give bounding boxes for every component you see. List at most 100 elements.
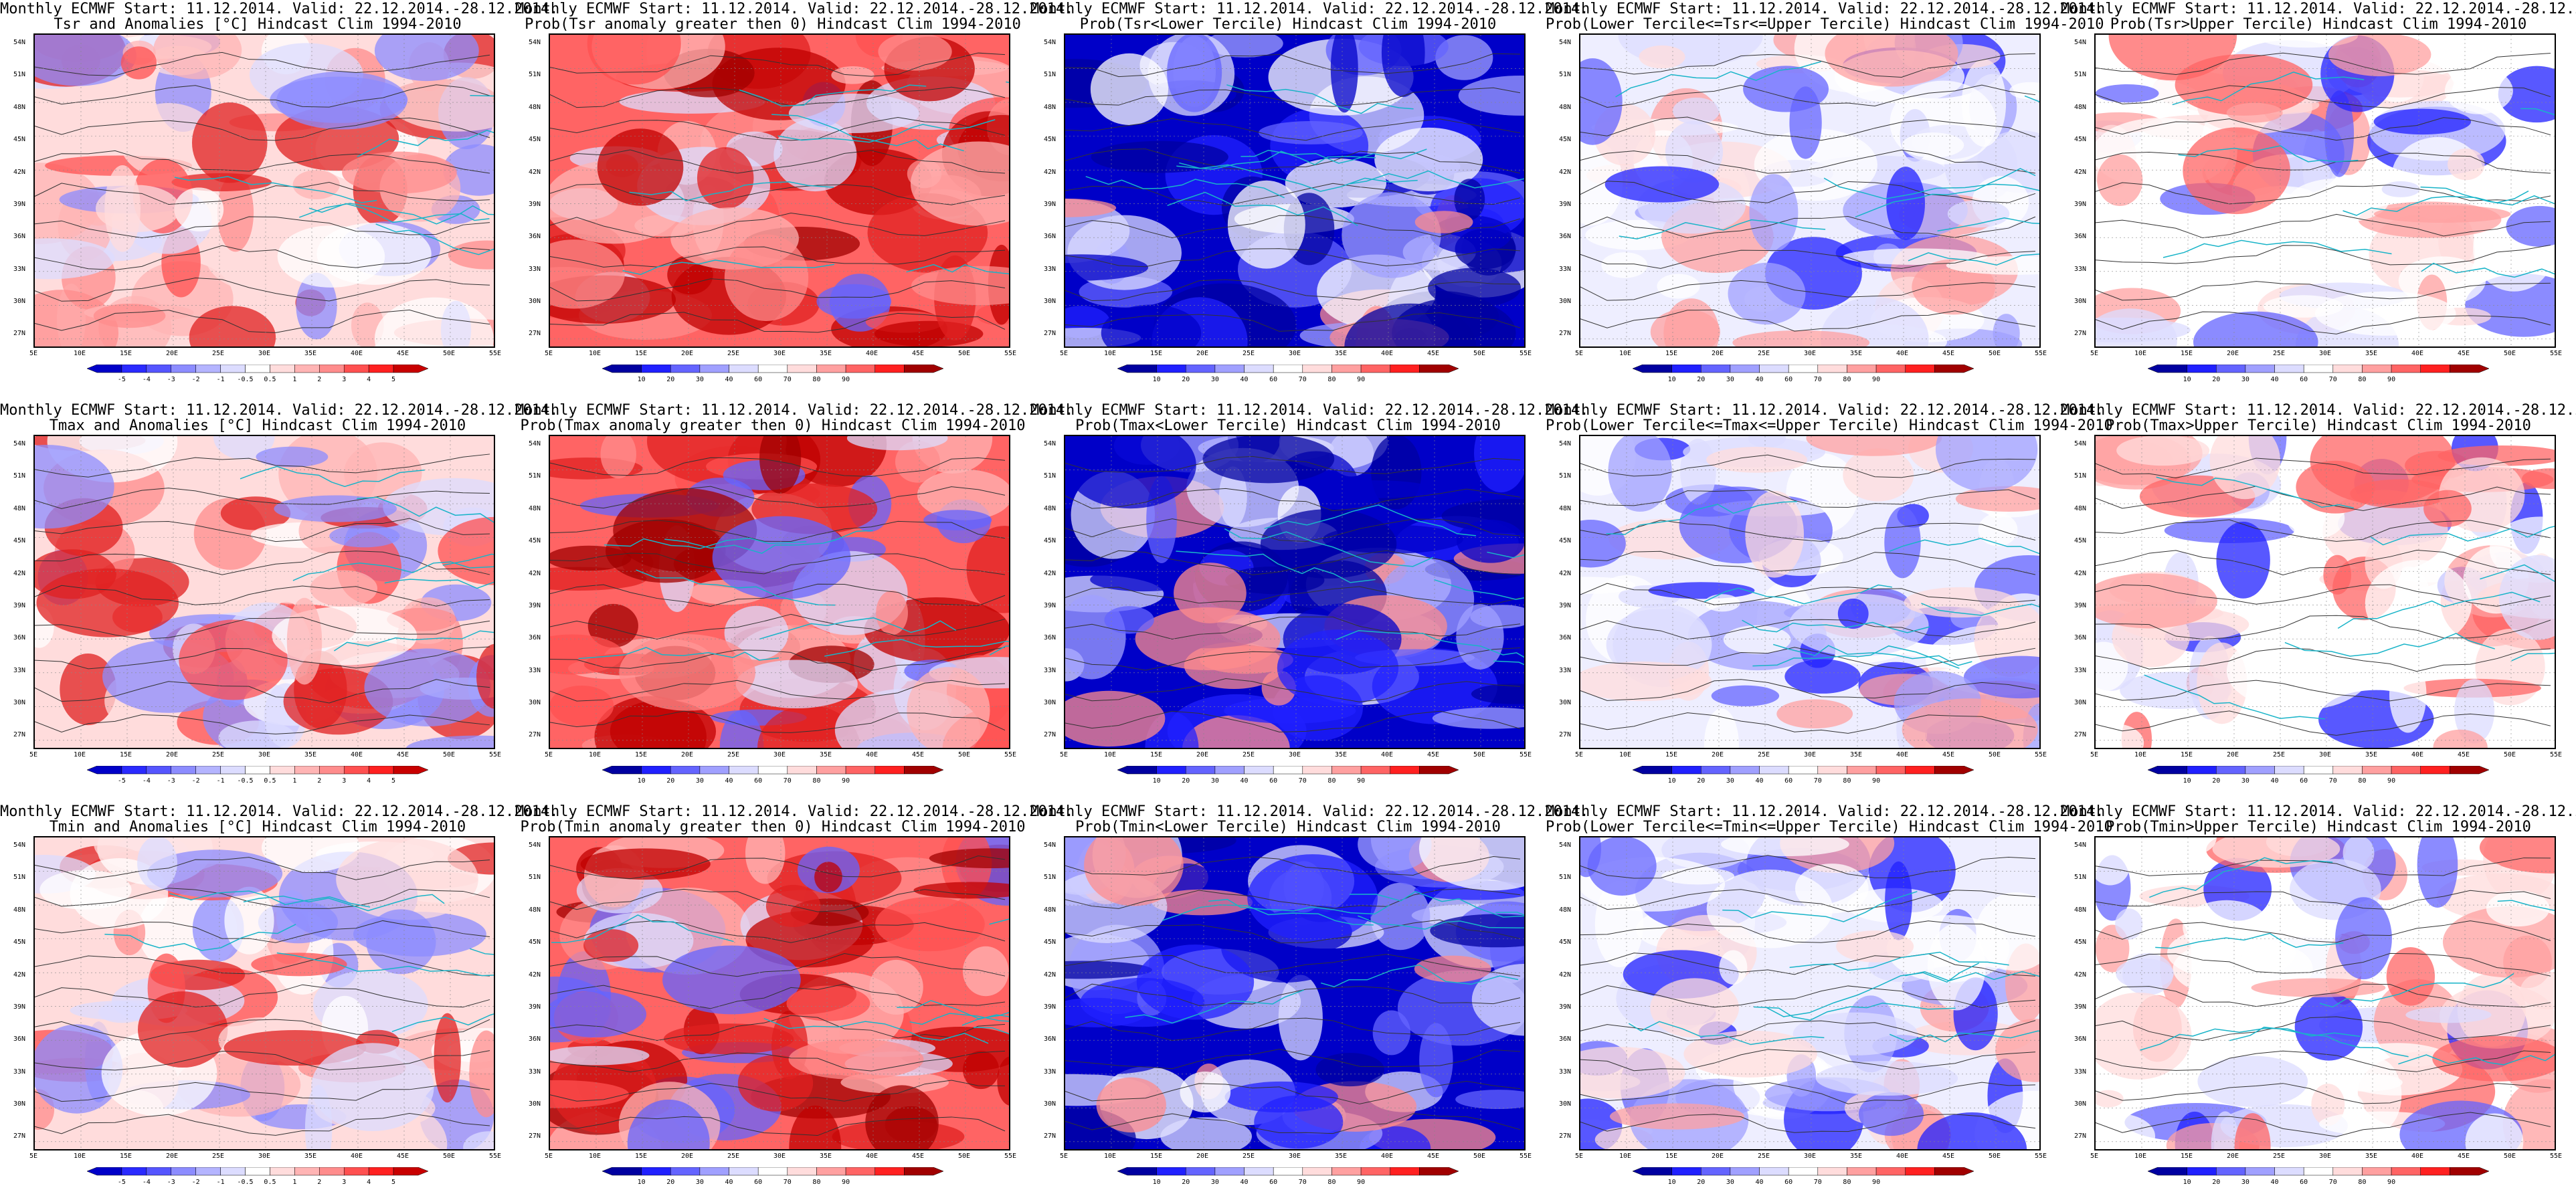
coastline-line	[2178, 145, 2359, 163]
panel-title-line1: Monthly ECMWF Start: 11.12.2014. Valid: …	[1030, 1, 1589, 17]
longitude-label: 20E	[2226, 350, 2239, 357]
anomaly-blob	[1182, 715, 1290, 748]
isotherm-line	[2096, 858, 2551, 876]
longitude-label: 35E	[1334, 751, 1348, 759]
color-bar	[87, 365, 428, 373]
anomaly-blob	[1418, 837, 1524, 891]
latitude-label: 54N	[1044, 841, 1056, 849]
color-bar-label: 70	[1813, 777, 1822, 785]
color-bar-label: 5	[391, 376, 396, 383]
isotherm-line	[1580, 855, 2036, 879]
map-field	[35, 436, 494, 748]
latitude-label: 48N	[1044, 906, 1056, 914]
latitude-label: 27N	[2074, 731, 2087, 739]
longitude-label: 45E	[396, 350, 409, 357]
color-bar-segment	[2303, 766, 2334, 775]
longitude-label: 15E	[2180, 751, 2193, 759]
color-bar-label: 40	[1755, 376, 1764, 383]
latitude-label: 33N	[2074, 1068, 2087, 1076]
longitude-label: 35E	[304, 1152, 317, 1160]
anomaly-blob	[2234, 1113, 2271, 1149]
latitude-label: 45N	[1559, 136, 1572, 144]
latitude-label: 45N	[1559, 938, 1572, 946]
map-field	[1065, 436, 1524, 748]
color-bar-label: 90	[1872, 1179, 1881, 1186]
latitude-label: 48N	[529, 504, 541, 512]
forecast-panel: Monthly ECMWF Start: 11.12.2014. Valid: …	[2061, 0, 2576, 401]
panel-title-line1: Monthly ECMWF Start: 11.12.2014. Valid: …	[515, 402, 1074, 419]
color-bar-segment	[1331, 1167, 1362, 1176]
anomaly-blob	[1174, 563, 1247, 623]
latitude-label: 54N	[1044, 39, 1056, 46]
longitude-label: 15E	[2180, 1152, 2193, 1160]
coastline-line	[2155, 932, 2344, 949]
isotherm-line	[35, 954, 490, 977]
longitude-label: 5E	[2090, 1152, 2099, 1160]
color-bar-label: 90	[1872, 777, 1881, 785]
longitude-label: 25E	[1242, 751, 1255, 759]
coastline-line	[897, 1000, 1009, 1019]
color-bar-label: 40	[1240, 1179, 1249, 1186]
color-bar-segment	[787, 365, 817, 373]
longitude-label: 40E	[865, 1152, 879, 1160]
longitude-label: 20E	[2226, 751, 2239, 759]
color-bar-segment	[1156, 1167, 1186, 1176]
anomaly-blob	[2335, 897, 2392, 980]
longitude-label: 15E	[1665, 1152, 1678, 1160]
longitude-label: 25E	[727, 1152, 740, 1160]
longitude-label: 25E	[1757, 1152, 1770, 1160]
isotherm-line	[1580, 889, 2036, 912]
panel-title-line1: Monthly ECMWF Start: 11.12.2014. Valid: …	[1030, 402, 1589, 419]
isotherm-line	[2096, 1083, 2551, 1104]
anomaly-blob	[1580, 1047, 1685, 1099]
longitude-label: 30E	[258, 1152, 271, 1160]
longitude-label: 50E	[2503, 751, 2516, 759]
color-bar-label: 40	[725, 1179, 733, 1186]
latitude-label: 36N	[1044, 1035, 1056, 1043]
longitude-label: 5E	[1574, 1152, 1584, 1160]
anomaly-blob	[1719, 950, 1748, 985]
latitude-label: 42N	[2074, 971, 2087, 979]
isotherm-line	[1580, 489, 2036, 508]
isotherm-line	[550, 278, 1006, 302]
color-bar-segment	[1759, 365, 1789, 373]
color-bar-segment	[1701, 1167, 1731, 1176]
color-bar-label: 40	[2270, 1179, 2279, 1186]
anomaly-blob	[2342, 837, 2375, 871]
color-bar-label: 30	[2241, 1179, 2249, 1186]
coastline-line	[664, 530, 873, 554]
anomaly-blob	[1374, 127, 1483, 191]
color-bar-segment	[670, 365, 701, 373]
anomaly-blob	[1961, 59, 2007, 147]
longitude-label: 15E	[1665, 751, 1678, 759]
latitude-label: 51N	[1559, 472, 1572, 480]
latitude-label: 39N	[1559, 200, 1572, 208]
color-bar-label: 30	[1726, 1179, 1734, 1186]
color-bar-label: 30	[1210, 1179, 1219, 1186]
color-bar-label: 40	[2270, 376, 2279, 383]
latitude-label: 33N	[1559, 1068, 1572, 1076]
panel-title-line1: Monthly ECMWF Start: 11.12.2014. Valid: …	[515, 803, 1074, 820]
anomaly-blob	[405, 735, 494, 748]
color-bar-segment	[343, 1167, 369, 1176]
color-bar-segment	[2362, 766, 2392, 775]
longitude-label: 10E	[588, 751, 602, 759]
color-bar-segment	[294, 766, 320, 775]
coastline-line	[551, 914, 734, 943]
latitude-label: 45N	[529, 938, 541, 946]
color-bar-segment	[729, 766, 759, 775]
latitude-label: 54N	[13, 841, 26, 849]
color-bar-label: 10	[637, 376, 646, 383]
color-bar-label: -4	[142, 376, 151, 383]
anomaly-blob	[789, 1105, 842, 1149]
isotherm-line	[550, 520, 1006, 542]
isotherm-line	[2096, 647, 2551, 672]
coastline-line	[824, 639, 1009, 657]
anomaly-blob	[1748, 436, 1786, 448]
color-bar-segment	[2216, 1167, 2246, 1176]
isotherm-line	[35, 454, 490, 478]
color-bar-label: 30	[1210, 376, 1219, 383]
anomaly-blob	[1419, 1023, 1453, 1098]
color-bar	[87, 1167, 428, 1176]
anomaly-blob	[39, 870, 132, 910]
